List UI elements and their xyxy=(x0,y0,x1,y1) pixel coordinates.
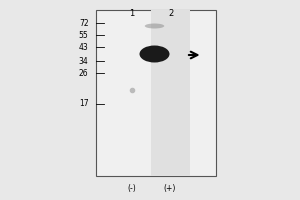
Text: 1: 1 xyxy=(129,9,135,19)
Text: 17: 17 xyxy=(79,99,88,108)
Bar xyxy=(152,10,190,176)
Text: 26: 26 xyxy=(79,68,88,77)
Ellipse shape xyxy=(140,46,169,62)
Text: 55: 55 xyxy=(79,30,88,40)
Text: (-): (-) xyxy=(128,184,136,192)
Text: (+): (+) xyxy=(163,184,176,192)
Bar xyxy=(96,10,216,176)
Text: 72: 72 xyxy=(79,19,88,27)
Ellipse shape xyxy=(145,23,164,28)
Text: 43: 43 xyxy=(79,43,88,51)
Text: 2: 2 xyxy=(168,9,174,19)
Text: 34: 34 xyxy=(79,56,88,66)
